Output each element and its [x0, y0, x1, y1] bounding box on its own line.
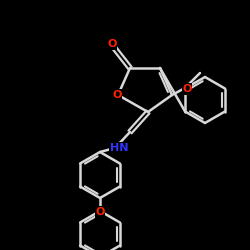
Text: O: O [107, 39, 117, 49]
Text: O: O [182, 84, 192, 94]
Text: HN: HN [110, 143, 128, 153]
Text: O: O [112, 90, 122, 100]
Text: O: O [95, 207, 105, 217]
